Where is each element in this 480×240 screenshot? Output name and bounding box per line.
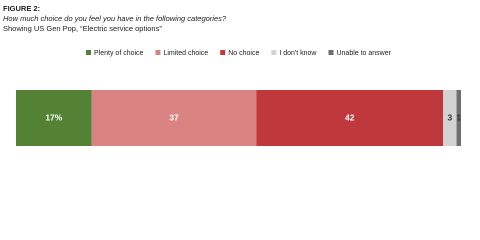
data-label: 17% [45, 112, 62, 122]
chart-title: FIGURE 2: [3, 4, 40, 13]
chart-note: Showing US Gen Pop, “Electric service op… [3, 24, 162, 33]
legend-swatch [271, 50, 277, 55]
bar-segment [16, 90, 92, 146]
bar-segment [256, 90, 444, 146]
legend-label: Limited choice [163, 50, 208, 57]
bar-segment [456, 90, 461, 146]
data-label: 3 [448, 112, 453, 122]
legend-swatch [220, 50, 226, 55]
legend-swatch [155, 50, 161, 55]
legend-label: I don't know [279, 50, 317, 57]
bar-segment [443, 90, 457, 146]
legend-label: No choice [228, 50, 259, 57]
data-label: 1 [456, 112, 461, 122]
legend-swatch [328, 50, 334, 55]
chart: FIGURE 2: How much choice do you feel yo… [3, 4, 461, 146]
legend-label: Unable to answer [336, 50, 391, 57]
bar-segment [91, 90, 257, 146]
legend-label: Plenty of choice [94, 50, 144, 57]
data-label: 42 [345, 112, 355, 122]
chart-subtitle: How much choice do you feel you have in … [3, 14, 227, 23]
data-label: 37 [169, 112, 179, 122]
legend-swatch [86, 50, 92, 55]
